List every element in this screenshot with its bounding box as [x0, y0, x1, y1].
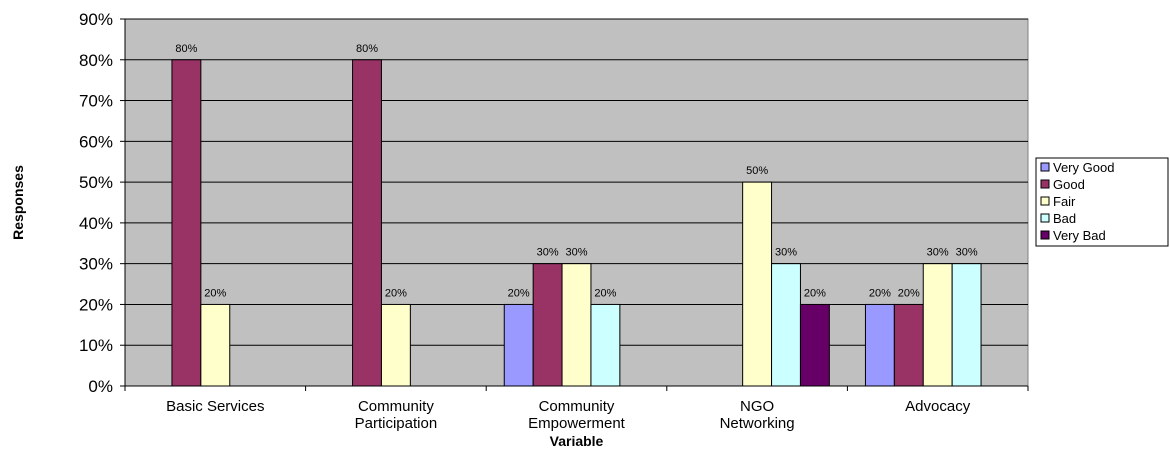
legend-swatch	[1040, 213, 1050, 223]
y-tick-label: 50%	[79, 173, 113, 192]
bar	[380, 303, 411, 387]
data-label: 20%	[594, 287, 616, 299]
data-label: 20%	[204, 287, 226, 299]
y-tick-label: 90%	[79, 10, 113, 29]
data-label: 30%	[927, 247, 949, 259]
data-label: 30%	[537, 247, 559, 259]
bar	[771, 263, 801, 387]
bar	[590, 303, 621, 387]
y-tick-label: 0%	[88, 377, 113, 396]
bar	[561, 263, 592, 387]
data-label: 50%	[746, 165, 768, 177]
bars: 20% 20% 80% 80% 30% 20% 20% 20% 30% 50% 30% 20% 30% 3…	[171, 43, 982, 387]
legend-swatch	[1040, 196, 1050, 206]
y-tick-label: 70%	[79, 92, 113, 111]
bar	[951, 263, 982, 387]
data-label: 20%	[385, 287, 407, 299]
x-tick-label: Advocacy	[905, 398, 971, 415]
x-axis: Basic Services CommunityParticipationComm…	[124, 385, 1029, 432]
data-label: 30%	[775, 247, 797, 259]
x-tick-label: Participation	[355, 415, 438, 432]
x-tick-label: Networking	[720, 415, 795, 432]
x-tick-label: Basic Services	[166, 398, 264, 415]
x-tick-label: Community	[539, 398, 615, 415]
legend-label: Fair	[1053, 194, 1076, 209]
legend: Very Good Good Fair Bad Very Bad	[1035, 157, 1169, 247]
bar	[742, 181, 773, 387]
legend-label: Good	[1053, 177, 1085, 192]
data-label: 20%	[804, 287, 826, 299]
data-label: 20%	[898, 287, 920, 299]
x-tick-label: Community	[358, 398, 434, 415]
legend-box	[1035, 157, 1169, 247]
legend-swatch	[1040, 230, 1050, 240]
y-tick-label: 40%	[79, 214, 113, 233]
legend-label: Very Bad	[1053, 228, 1106, 243]
x-tick-label: NGO	[740, 398, 774, 415]
bar	[864, 303, 895, 387]
bar	[893, 303, 924, 387]
y-tick-label: 60%	[79, 132, 113, 151]
legend-swatch	[1040, 162, 1050, 172]
bar	[799, 303, 830, 387]
y-axis-title: Responses	[10, 165, 26, 240]
data-label: 20%	[869, 287, 891, 299]
data-label: 30%	[565, 247, 587, 259]
y-tick-label: 20%	[79, 295, 113, 314]
data-label: 80%	[175, 43, 197, 55]
bar	[171, 59, 202, 387]
legend-label: Bad	[1053, 211, 1076, 226]
bar	[503, 303, 534, 387]
y-tick-label: 80%	[79, 51, 113, 70]
data-label: 30%	[956, 247, 978, 259]
bar	[532, 263, 563, 387]
x-axis-title: Variable	[550, 433, 604, 449]
bar	[352, 59, 382, 387]
data-label: 20%	[508, 287, 530, 299]
bar	[200, 303, 231, 387]
y-tick-label: 30%	[79, 255, 113, 274]
y-tick-label: 10%	[79, 336, 113, 355]
x-tick-label: Empowerment	[528, 415, 626, 432]
data-label: 80%	[356, 43, 378, 55]
y-axis: 0% 10% 20% 30% 40% 50% 60% 70% 80% 90%	[79, 10, 126, 396]
legend-swatch	[1040, 179, 1050, 189]
bar	[922, 263, 953, 387]
legend-label: Very Good	[1053, 160, 1114, 175]
